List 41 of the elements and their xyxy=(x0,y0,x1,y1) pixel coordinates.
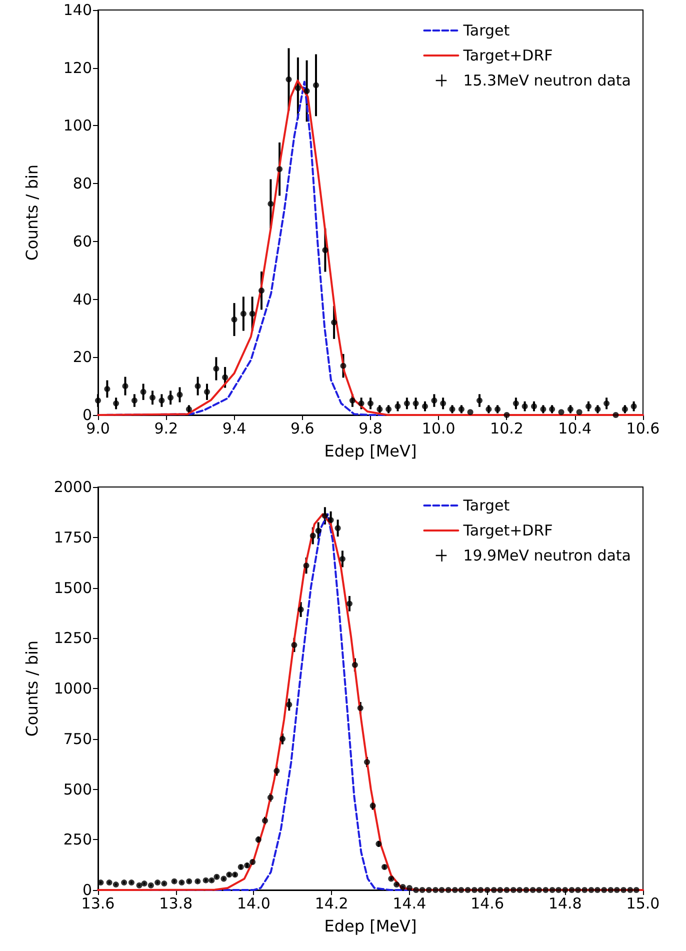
y-axis-title: Counts / bin xyxy=(22,640,42,737)
y-tick-label: 1500 xyxy=(54,578,92,597)
x-tick-label: 14.8 xyxy=(548,894,582,912)
x-tick-label: 14.0 xyxy=(237,894,270,912)
legend-label: 15.3MeV neutron data xyxy=(463,72,632,90)
y-axis-title: Counts / bin xyxy=(22,164,42,261)
legend-label: Target xyxy=(462,496,510,514)
legend-label: Target+DRF xyxy=(462,522,553,540)
x-tick-label: 10.2 xyxy=(490,420,524,438)
y-tick-label: 100 xyxy=(63,116,92,135)
y-tick-label: 120 xyxy=(63,58,92,77)
x-tick-label: 13.8 xyxy=(159,894,193,912)
x-tick-label: 15.0 xyxy=(626,894,660,912)
y-tick-label: 500 xyxy=(63,780,92,798)
x-tick-label: 9.6 xyxy=(290,420,314,438)
legend-label: 19.9MeV neutron data xyxy=(463,546,632,564)
y-tick-label: 20 xyxy=(72,348,92,366)
x-axis-title: Edep [MeV] xyxy=(324,916,417,936)
x-tick-label: 10.4 xyxy=(558,420,592,438)
y-tick-label: 1250 xyxy=(54,629,92,648)
x-tick-label: 10.6 xyxy=(626,420,660,438)
y-tick-label: 40 xyxy=(72,290,92,308)
y-tick-label: 60 xyxy=(72,232,92,250)
legend-label: Target+DRF xyxy=(462,46,553,64)
y-tick-label: 250 xyxy=(63,830,92,849)
y-tick-label: 140 xyxy=(63,1,92,19)
x-tick-label: 10.0 xyxy=(422,420,456,438)
legend-label: Target xyxy=(462,22,510,40)
x-tick-label: 14.4 xyxy=(392,894,426,912)
y-tick-label: 750 xyxy=(63,730,92,748)
y-tick-label: 1000 xyxy=(54,680,92,698)
x-tick-label: 9.2 xyxy=(154,420,178,438)
x-tick-label: 9.8 xyxy=(358,420,382,438)
y-tick-label: 1750 xyxy=(54,528,92,546)
x-tick-label: 9.0 xyxy=(86,420,110,438)
y-tick-label: 2000 xyxy=(54,478,92,496)
y-tick-label: 80 xyxy=(72,174,92,193)
x-tick-label: 9.4 xyxy=(222,420,246,438)
x-axis-title: Edep [MeV] xyxy=(324,442,417,460)
x-tick-label: 14.6 xyxy=(470,894,504,912)
x-tick-label: 14.2 xyxy=(314,894,348,912)
